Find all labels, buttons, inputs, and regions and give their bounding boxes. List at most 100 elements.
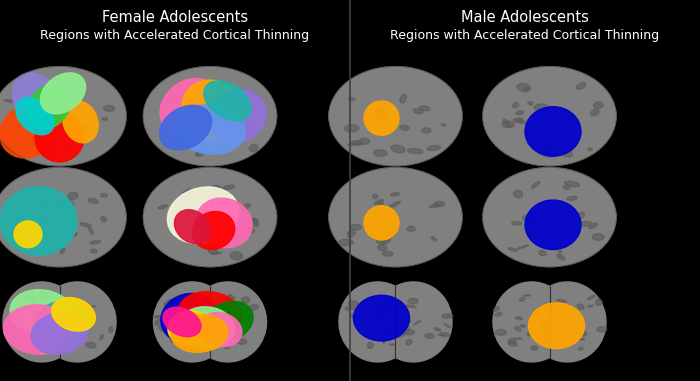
Ellipse shape bbox=[237, 200, 276, 232]
Ellipse shape bbox=[202, 301, 253, 343]
Ellipse shape bbox=[223, 185, 234, 189]
Ellipse shape bbox=[362, 309, 370, 314]
Ellipse shape bbox=[100, 335, 104, 339]
Text: Regions with Accelerated Cortical Thinning: Regions with Accelerated Cortical Thinni… bbox=[391, 29, 659, 42]
Ellipse shape bbox=[195, 154, 199, 156]
Ellipse shape bbox=[178, 291, 242, 337]
Ellipse shape bbox=[531, 182, 540, 188]
Ellipse shape bbox=[233, 326, 241, 331]
Ellipse shape bbox=[556, 255, 565, 260]
Ellipse shape bbox=[545, 153, 559, 156]
Ellipse shape bbox=[240, 226, 254, 234]
Ellipse shape bbox=[68, 101, 75, 107]
Ellipse shape bbox=[329, 200, 369, 232]
Ellipse shape bbox=[517, 245, 528, 250]
Ellipse shape bbox=[329, 67, 462, 166]
Ellipse shape bbox=[144, 67, 276, 166]
Ellipse shape bbox=[383, 307, 391, 312]
Ellipse shape bbox=[35, 219, 46, 226]
Ellipse shape bbox=[27, 84, 71, 129]
Ellipse shape bbox=[562, 150, 572, 157]
Ellipse shape bbox=[169, 91, 183, 98]
Ellipse shape bbox=[515, 317, 522, 320]
Ellipse shape bbox=[218, 99, 228, 106]
Ellipse shape bbox=[540, 135, 586, 160]
Ellipse shape bbox=[540, 236, 586, 261]
Ellipse shape bbox=[16, 98, 54, 135]
Ellipse shape bbox=[30, 329, 36, 331]
Ellipse shape bbox=[329, 168, 462, 267]
Ellipse shape bbox=[347, 230, 355, 237]
Ellipse shape bbox=[534, 104, 548, 111]
Ellipse shape bbox=[174, 210, 211, 244]
Ellipse shape bbox=[589, 223, 597, 229]
Ellipse shape bbox=[374, 109, 388, 115]
Ellipse shape bbox=[524, 88, 528, 90]
Ellipse shape bbox=[193, 333, 198, 335]
Ellipse shape bbox=[429, 204, 441, 208]
Ellipse shape bbox=[438, 335, 444, 336]
Ellipse shape bbox=[210, 90, 266, 143]
Ellipse shape bbox=[348, 142, 362, 146]
Ellipse shape bbox=[3, 282, 80, 362]
Ellipse shape bbox=[389, 202, 400, 208]
Ellipse shape bbox=[554, 341, 561, 346]
Ellipse shape bbox=[228, 210, 236, 218]
Ellipse shape bbox=[248, 305, 258, 310]
Ellipse shape bbox=[508, 248, 517, 251]
Ellipse shape bbox=[351, 314, 356, 318]
Ellipse shape bbox=[528, 303, 584, 349]
Ellipse shape bbox=[401, 319, 411, 323]
Ellipse shape bbox=[594, 102, 603, 109]
Ellipse shape bbox=[421, 128, 431, 133]
Ellipse shape bbox=[237, 216, 246, 221]
Ellipse shape bbox=[527, 141, 533, 145]
Ellipse shape bbox=[63, 101, 98, 143]
Ellipse shape bbox=[359, 135, 405, 160]
Ellipse shape bbox=[379, 333, 382, 335]
Ellipse shape bbox=[545, 141, 555, 149]
Ellipse shape bbox=[0, 99, 33, 131]
Ellipse shape bbox=[155, 323, 159, 325]
Ellipse shape bbox=[576, 83, 586, 89]
Ellipse shape bbox=[580, 222, 592, 226]
Ellipse shape bbox=[64, 133, 69, 135]
Ellipse shape bbox=[14, 221, 42, 248]
Ellipse shape bbox=[61, 117, 74, 123]
Ellipse shape bbox=[339, 239, 354, 245]
Ellipse shape bbox=[517, 338, 522, 339]
Ellipse shape bbox=[76, 126, 90, 132]
Ellipse shape bbox=[24, 306, 34, 311]
Ellipse shape bbox=[15, 123, 26, 129]
Ellipse shape bbox=[194, 331, 197, 333]
Ellipse shape bbox=[168, 311, 210, 345]
Ellipse shape bbox=[366, 115, 377, 119]
Ellipse shape bbox=[23, 236, 69, 261]
Ellipse shape bbox=[248, 218, 258, 223]
Ellipse shape bbox=[183, 191, 193, 194]
Ellipse shape bbox=[565, 181, 580, 187]
Ellipse shape bbox=[384, 232, 392, 240]
Ellipse shape bbox=[164, 302, 172, 306]
Ellipse shape bbox=[155, 319, 164, 323]
Ellipse shape bbox=[383, 341, 385, 343]
Ellipse shape bbox=[408, 298, 418, 304]
Ellipse shape bbox=[216, 199, 230, 207]
Ellipse shape bbox=[102, 117, 107, 120]
Ellipse shape bbox=[35, 234, 44, 240]
Ellipse shape bbox=[182, 80, 245, 141]
Ellipse shape bbox=[419, 106, 430, 110]
Ellipse shape bbox=[38, 282, 116, 362]
Ellipse shape bbox=[78, 319, 88, 321]
Ellipse shape bbox=[391, 324, 394, 327]
Ellipse shape bbox=[43, 201, 48, 208]
Ellipse shape bbox=[389, 344, 396, 346]
Ellipse shape bbox=[225, 299, 231, 303]
Ellipse shape bbox=[206, 103, 211, 107]
Ellipse shape bbox=[519, 298, 525, 301]
Ellipse shape bbox=[368, 347, 370, 348]
Ellipse shape bbox=[431, 237, 436, 241]
Text: Regions with Accelerated Cortical Thinning: Regions with Accelerated Cortical Thinni… bbox=[41, 29, 309, 42]
Ellipse shape bbox=[51, 344, 58, 347]
Ellipse shape bbox=[434, 328, 441, 331]
